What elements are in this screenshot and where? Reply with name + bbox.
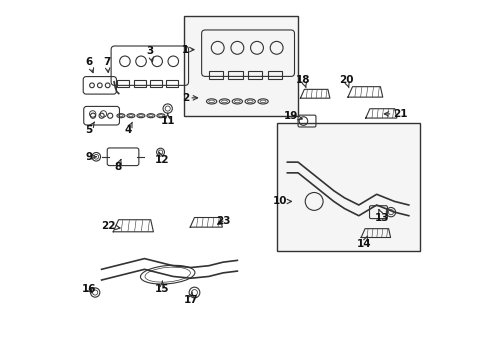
Text: 11: 11	[160, 113, 175, 126]
Text: 1: 1	[182, 45, 194, 55]
Text: 21: 21	[384, 109, 407, 119]
Text: 20: 20	[338, 75, 353, 88]
Text: 6: 6	[85, 57, 93, 73]
Text: 13: 13	[374, 210, 388, 222]
Text: 14: 14	[356, 236, 371, 249]
Text: 17: 17	[183, 292, 198, 305]
Text: 9: 9	[85, 152, 96, 162]
Text: 19: 19	[283, 111, 302, 121]
Text: 23: 23	[215, 216, 230, 226]
Text: 18: 18	[296, 75, 310, 88]
Text: 8: 8	[114, 159, 121, 172]
Text: 2: 2	[182, 93, 197, 103]
Text: 7: 7	[103, 57, 110, 72]
Text: 10: 10	[272, 197, 291, 206]
Text: 4: 4	[124, 122, 132, 135]
Bar	[183, 16, 298, 116]
Text: 15: 15	[155, 281, 169, 294]
Text: 22: 22	[102, 221, 120, 231]
Text: 12: 12	[155, 152, 169, 165]
Bar	[276, 123, 419, 251]
Text: 5: 5	[85, 122, 94, 135]
Text: 3: 3	[146, 46, 153, 62]
Text: 16: 16	[81, 284, 96, 294]
